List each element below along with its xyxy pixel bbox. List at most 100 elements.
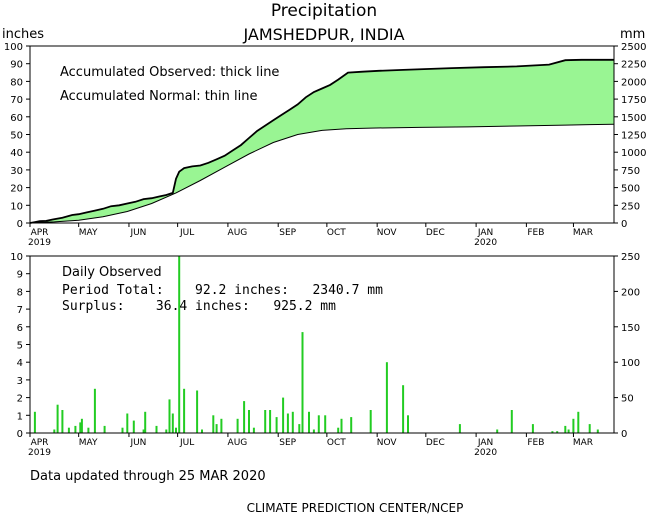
daily-bar [178, 256, 181, 433]
daily-bar [165, 429, 168, 433]
daily-bar [56, 404, 59, 433]
daily-bar [80, 418, 83, 433]
accum-left-tick-label: 100 [4, 42, 23, 53]
daily-bar [33, 411, 36, 433]
accum-x-tick-label: FEB [527, 228, 544, 238]
daily-right-tick-label: 100 [621, 358, 640, 369]
daily-bar [317, 415, 320, 433]
daily-bar [291, 411, 294, 433]
daily-bar [264, 410, 267, 433]
daily-bar [385, 362, 388, 433]
accumulated-observed-line [29, 58, 614, 224]
daily-bar [248, 410, 250, 433]
accum-right-tick-label: 1750 [621, 95, 646, 106]
accum-x-tick-label: SEP [279, 228, 296, 238]
daily-bar [220, 418, 223, 433]
daily-bar [577, 411, 580, 433]
daily-bar [458, 424, 461, 433]
daily-year-label: 2019 [28, 448, 51, 458]
daily-bar [168, 399, 171, 433]
daily-right-tick-label: 0 [621, 429, 627, 440]
daily-year-label: 2020 [474, 448, 497, 458]
daily-bar [324, 415, 327, 433]
accum-left-tick-label: 50 [10, 131, 23, 142]
daily-bar [93, 388, 96, 434]
accum-x-tick-label: APR [31, 228, 49, 238]
accum-left-tick-label: 0 [17, 219, 23, 230]
daily-right-tick-label: 50 [621, 394, 634, 405]
daily-bar [402, 385, 405, 433]
daily-bar [298, 424, 301, 433]
daily-left-tick-label: 9 [17, 270, 23, 281]
daily-bar [183, 388, 186, 434]
daily-bar [312, 429, 315, 433]
daily-bar [126, 413, 129, 433]
daily-bar [340, 418, 343, 433]
daily-bar [121, 427, 124, 433]
daily-bar [510, 410, 513, 433]
daily-bar [308, 411, 310, 433]
chart-title: Precipitation [271, 1, 377, 21]
daily-x-tick-label: FEB [527, 438, 544, 448]
accum-year-label: 2019 [28, 238, 51, 248]
daily-bar [596, 429, 599, 433]
accum-right-tick-label: 2500 [621, 42, 646, 53]
accum-left-tick-label: 30 [10, 166, 23, 177]
daily-left-tick-label: 3 [17, 376, 23, 387]
accum-right-tick-label: 1500 [621, 113, 646, 124]
left-unit-label: inches [2, 27, 44, 42]
daily-bar [171, 413, 174, 433]
accum-left-tick-label: 10 [10, 201, 23, 212]
accum-x-tick-label: JAN [477, 228, 493, 238]
daily-bar [588, 424, 591, 433]
accum-x-tick-label: AUG [228, 228, 248, 238]
daily-bar [252, 427, 255, 433]
daily-left-tick-label: 4 [17, 358, 23, 369]
accum-x-tick-label: MAR [573, 228, 593, 238]
daily-x-tick-label: SEP [279, 438, 296, 448]
daily-x-tick-label: AUG [228, 438, 248, 448]
footer-updated: Data updated through 25 MAR 2020 [30, 469, 266, 484]
chart-subtitle: JAMSHEDPUR, INDIA [242, 25, 404, 44]
daily-bar [74, 425, 77, 433]
accumulated-normal-line [29, 123, 615, 224]
accum-x-tick-label: NOV [377, 228, 398, 238]
daily-x-tick-label: MAY [79, 438, 98, 448]
daily-bar [301, 332, 304, 433]
daily-bar [196, 390, 199, 433]
daily-bar [407, 415, 409, 433]
surplus-fill-area [30, 59, 614, 223]
accum-right-tick-label: 500 [621, 184, 640, 195]
legend-observed: Accumulated Observed: thick line [60, 65, 279, 80]
daily-bar [142, 429, 145, 433]
daily-left-tick-label: 8 [17, 287, 23, 298]
daily-left-tick-label: 1 [17, 411, 23, 422]
accum-x-tick-label: JUL [179, 228, 194, 238]
accum-x-tick-label: JUN [129, 228, 146, 238]
daily-bar [201, 429, 203, 433]
daily-x-tick-label: MAR [573, 438, 593, 448]
daily-bar [236, 418, 239, 433]
daily-left-tick-label: 0 [17, 429, 23, 440]
daily-bar [496, 429, 499, 433]
accum-x-tick-label: OCT [327, 228, 346, 238]
daily-bar [572, 418, 575, 433]
right-unit-label: mm [620, 27, 645, 42]
daily-right-tick-label: 250 [621, 252, 640, 263]
daily-bar [53, 429, 56, 433]
daily-bar [243, 401, 246, 433]
daily-x-tick-label: OCT [327, 438, 346, 448]
daily-bar [551, 431, 554, 433]
daily-bar [567, 429, 570, 433]
legend-normal: Accumulated Normal: thin line [60, 89, 258, 104]
accum-left-tick-label: 70 [10, 95, 23, 106]
accum-x-tick-label: MAY [79, 228, 98, 238]
daily-x-tick-label: JAN [477, 438, 493, 448]
daily-bar [275, 417, 278, 433]
accum-left-tick-label: 80 [10, 77, 23, 88]
daily-left-tick-label: 2 [17, 394, 23, 405]
accum-left-tick-label: 90 [10, 60, 23, 71]
accum-right-tick-label: 750 [621, 166, 640, 177]
daily-bar [61, 410, 64, 433]
